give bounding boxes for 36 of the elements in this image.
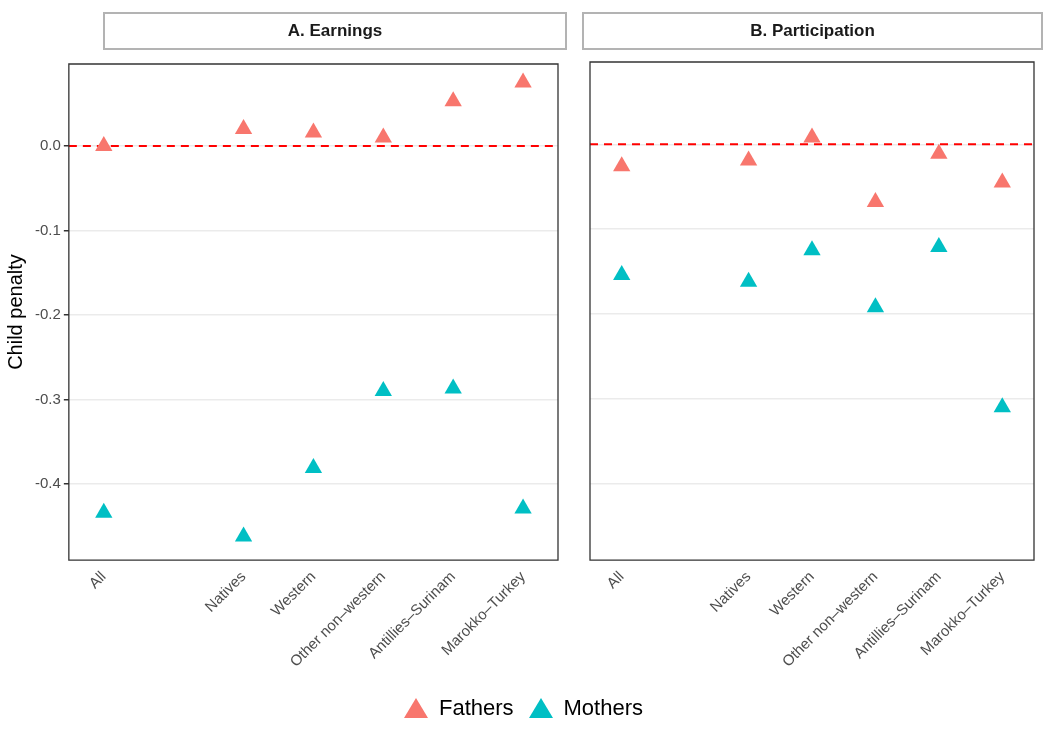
point [930, 236, 948, 252]
point [95, 502, 113, 518]
y-tick-label: -0.1 [34, 220, 61, 238]
y-tick-label: -0.2 [34, 305, 61, 323]
point [866, 297, 885, 313]
point [514, 498, 532, 514]
point [374, 127, 392, 143]
x-tick-label: All [602, 567, 627, 592]
point [304, 457, 323, 473]
point [739, 271, 758, 287]
y-tick-label: -0.3 [34, 389, 61, 407]
point [613, 264, 631, 280]
legend-label: Fathers [438, 695, 514, 721]
legend-label: Mothers [563, 695, 644, 721]
point [993, 397, 1011, 413]
point [444, 91, 462, 107]
point [803, 127, 821, 143]
y-tick-label: -0.4 [34, 474, 61, 492]
point [514, 72, 532, 88]
point [803, 240, 821, 256]
point [444, 378, 462, 394]
point [234, 526, 253, 542]
point [374, 381, 392, 397]
chart-title: B. Participation [582, 12, 1043, 50]
point [613, 156, 631, 172]
chart-title: A. Earnings [103, 12, 567, 50]
point [234, 119, 253, 135]
x-tick-label: All [85, 567, 109, 592]
point [304, 122, 323, 138]
point [95, 135, 113, 151]
point [866, 192, 885, 207]
point [993, 172, 1011, 188]
y-tick-label: 0.0 [39, 136, 61, 154]
y-axis-title: Child penalty [3, 254, 26, 370]
point [739, 150, 758, 166]
point [930, 143, 948, 159]
